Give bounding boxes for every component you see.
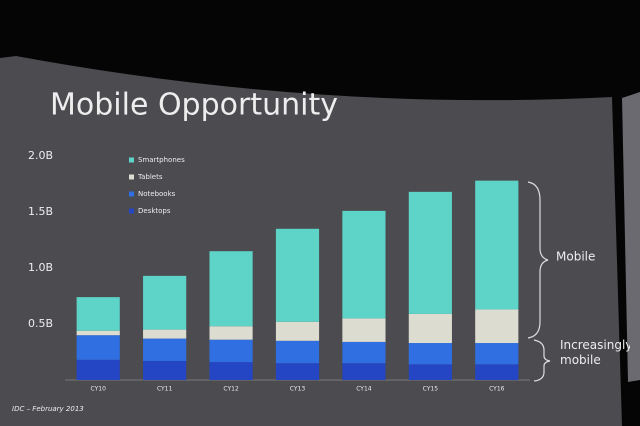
bar-segment [342,341,386,364]
annotation: Increasingly mobile [560,338,630,367]
bar-segment [275,321,320,341]
bar-segment [209,339,253,363]
annotation: Mobile [556,250,595,264]
bar-segment [76,335,120,360]
x-tick-label: CY14 [356,386,372,393]
x-tick-label: CY16 [489,386,505,393]
legend-label: Desktops [138,207,171,215]
brace-increasingly [533,339,551,382]
y-tick-label: 0.5B [28,317,53,330]
x-tick-label: CY13 [290,386,306,393]
chart-title: Mobile Opportunity [50,88,338,123]
side-screen [622,92,640,382]
bar-segment [76,359,120,380]
bar-segment [408,343,452,365]
brace-mobile [527,181,549,339]
legend-label: Smartphones [138,156,185,164]
legend-label: Notebooks [138,190,176,198]
bar-segment [275,228,320,322]
legend-swatch [129,191,134,197]
y-tick-label: 1.5B [28,205,53,218]
x-tick-label: CY10 [91,386,107,393]
bar-segment [408,364,452,380]
bar-segment [408,191,452,314]
bar-segment [143,275,187,330]
legend-swatch [129,174,134,180]
bar-segment [408,313,452,344]
legend-swatch [129,208,134,214]
x-tick-label: CY11 [157,386,173,393]
source: IDC – February 2013 [12,405,84,413]
x-tick-label: CY12 [223,386,239,393]
bar-segment [342,210,386,319]
bar-segment [475,343,519,365]
bar-segment [475,364,519,380]
legend-swatch [129,157,134,163]
bar-segment [342,363,386,380]
legend-label: Tablets [137,173,163,181]
bar-segment [275,363,320,380]
bar-segment [143,338,187,361]
bar-segment [143,360,187,380]
bar-segment [76,297,120,331]
bar-segment [143,329,187,339]
bar-segment [209,326,253,340]
y-tick-label: 1.0B [28,261,53,274]
bar-segment [342,318,386,342]
x-tick-label: CY15 [423,386,439,393]
y-tick-label: 2.0B [28,149,53,162]
bar-segment [76,330,120,336]
annotation-box: Increasingly mobile [560,338,630,367]
bar-segment [209,362,253,380]
bar-segment [475,309,519,344]
bar-segment [209,251,253,327]
bar-segment [275,340,320,364]
bar-segment [475,180,519,310]
